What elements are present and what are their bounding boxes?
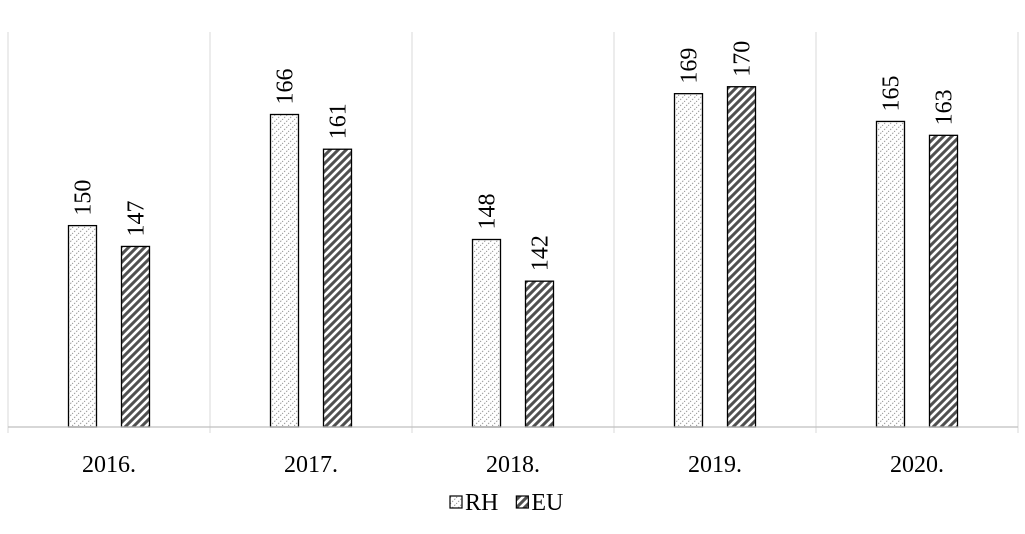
bar-eu-2	[524, 280, 555, 428]
x-tick-label: 2019.	[688, 452, 742, 478]
data-label: 161	[326, 103, 352, 139]
bar-rh-3	[673, 93, 704, 428]
data-label: 147	[124, 200, 150, 236]
bar-rh-4	[875, 120, 906, 428]
data-label: 142	[528, 235, 554, 271]
grid-lines	[7, 32, 1019, 433]
legend-label: RH	[465, 490, 498, 516]
data-label: 170	[730, 41, 756, 77]
bars	[67, 86, 959, 428]
x-tick-label: 2017.	[284, 452, 338, 478]
bar-eu-1	[322, 148, 353, 428]
data-label: 169	[677, 48, 703, 84]
data-label: 150	[71, 180, 97, 216]
bar-eu-3	[726, 86, 757, 428]
legend-label: EU	[531, 490, 563, 516]
legend: RH EU	[449, 490, 563, 516]
x-axis: 2016. 2017. 2018. 2019. 2020.	[8, 426, 1018, 478]
legend-swatch-rh	[449, 495, 463, 509]
data-label: 163	[932, 89, 958, 125]
bar-eu-4	[928, 134, 959, 428]
x-tick-label: 2018.	[486, 452, 540, 478]
x-tick-label: 2016.	[82, 452, 136, 478]
data-labels: 150 147 166 161 148 142 169 170 165 163	[71, 41, 958, 271]
data-label: 148	[475, 194, 501, 230]
x-tick-label: 2020.	[890, 452, 944, 478]
data-label: 166	[273, 69, 299, 105]
data-label: 165	[879, 75, 905, 111]
bar-rh-2	[471, 238, 502, 428]
bar-rh-1	[269, 113, 300, 428]
legend-swatch-eu	[515, 495, 529, 509]
bar-rh-0	[67, 224, 98, 428]
bar-eu-0	[120, 245, 151, 428]
